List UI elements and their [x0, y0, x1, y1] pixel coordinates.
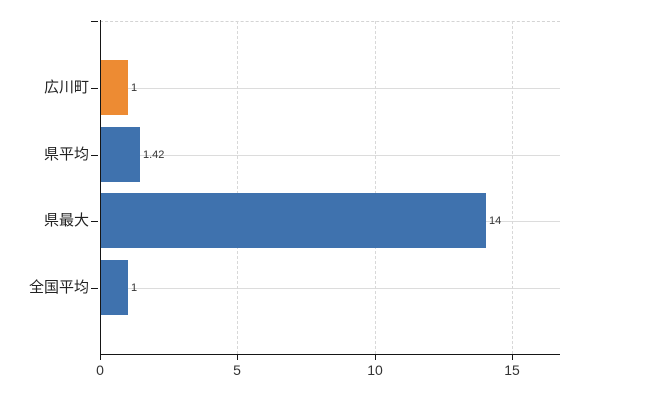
v-gridline	[512, 21, 513, 354]
y-axis-category-label: 全国平均	[28, 279, 89, 296]
top-gridline	[100, 21, 560, 22]
bar-value-label: 1	[131, 282, 138, 294]
h-gridline	[100, 288, 560, 289]
bar-value-label: 1.42	[143, 149, 165, 161]
y-axis-tick	[91, 88, 98, 89]
x-axis-tick	[237, 354, 238, 360]
x-axis-tick-label: 10	[367, 362, 383, 378]
v-gridline	[375, 21, 376, 354]
bar	[101, 127, 140, 182]
bar	[101, 60, 128, 115]
y-axis-category-label: 県最大	[43, 212, 89, 229]
bar-value-label: 1	[131, 82, 138, 94]
x-axis-tick-label: 15	[504, 362, 520, 378]
y-axis-tick	[91, 155, 98, 156]
x-axis-tick	[100, 354, 101, 360]
y-axis-tick	[91, 221, 98, 222]
bar	[101, 260, 128, 315]
y-axis-tick	[91, 288, 98, 289]
x-axis-tick-label: 0	[96, 362, 104, 378]
bar-value-label: 14	[489, 215, 502, 227]
x-axis-tick	[375, 354, 376, 360]
x-axis-tick-label: 5	[233, 362, 241, 378]
h-gridline	[100, 88, 560, 89]
y-axis-line	[100, 20, 101, 354]
y-axis-category-label: 広川町	[43, 79, 89, 96]
y-axis-category-label: 県平均	[43, 146, 89, 163]
x-axis-tick	[512, 354, 513, 360]
y-axis-tick	[91, 21, 98, 22]
bar	[101, 193, 486, 248]
x-axis-line	[100, 354, 560, 355]
h-gridline	[100, 155, 560, 156]
v-gridline	[237, 21, 238, 354]
